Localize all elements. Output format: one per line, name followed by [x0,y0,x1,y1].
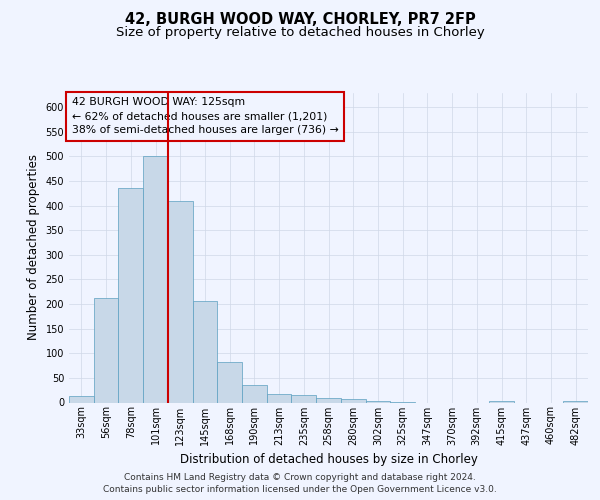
Bar [69,396,94,402]
Y-axis label: Number of detached properties: Number of detached properties [27,154,40,340]
Bar [489,400,514,402]
Text: 42, BURGH WOOD WAY, CHORLEY, PR7 2FP: 42, BURGH WOOD WAY, CHORLEY, PR7 2FP [125,12,475,28]
Bar [267,394,292,402]
Bar [292,395,316,402]
Text: Contains HM Land Registry data © Crown copyright and database right 2024.
Contai: Contains HM Land Registry data © Crown c… [103,472,497,494]
Bar [341,399,365,402]
Bar [217,362,242,403]
Bar [143,156,168,402]
Bar [94,298,118,403]
Text: 42 BURGH WOOD WAY: 125sqm
← 62% of detached houses are smaller (1,201)
38% of se: 42 BURGH WOOD WAY: 125sqm ← 62% of detac… [71,97,338,135]
Bar [316,398,341,402]
Bar [242,386,267,402]
Bar [563,400,588,402]
Bar [193,300,217,402]
Bar [118,188,143,402]
X-axis label: Distribution of detached houses by size in Chorley: Distribution of detached houses by size … [179,453,478,466]
Bar [168,201,193,402]
Text: Size of property relative to detached houses in Chorley: Size of property relative to detached ho… [116,26,484,39]
Bar [365,400,390,402]
